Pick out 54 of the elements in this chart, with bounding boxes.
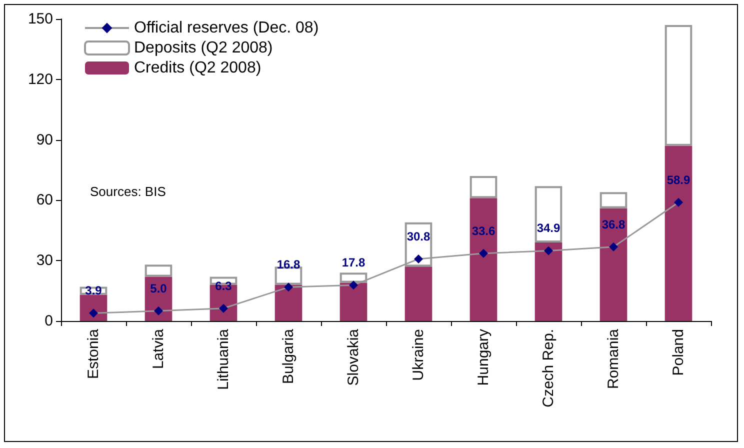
y-tick-label: 0 xyxy=(44,312,53,330)
x-tick-label: Lithuania xyxy=(215,328,232,390)
bar xyxy=(340,272,368,283)
point xyxy=(674,198,683,207)
y-tick-label: 120 xyxy=(28,70,53,88)
bar xyxy=(534,186,562,242)
data-label: 16.8 xyxy=(276,258,300,272)
x-tick-label: Czech Rep. xyxy=(540,329,557,408)
bar xyxy=(470,176,498,198)
point xyxy=(544,246,553,256)
bar xyxy=(600,192,628,208)
x-tick-label: Romania xyxy=(605,328,622,390)
bar xyxy=(404,266,432,321)
bar xyxy=(80,294,108,321)
point xyxy=(609,242,618,252)
bar xyxy=(144,264,172,277)
data-label: 30.8 xyxy=(406,229,430,244)
bar xyxy=(274,284,302,321)
bar xyxy=(340,282,368,321)
data-label: 17.8 xyxy=(342,256,366,270)
x-tick-label: Slovakia xyxy=(345,328,362,386)
bar xyxy=(664,146,692,321)
y-tick-label: 150 xyxy=(28,10,53,28)
bar xyxy=(534,242,562,321)
point xyxy=(154,306,163,316)
bar xyxy=(470,198,498,321)
y-tick-label: 30 xyxy=(36,252,53,270)
data-label: 5.0 xyxy=(150,281,168,296)
bar xyxy=(600,208,628,321)
legend-label: Credits (Q2 2008) xyxy=(134,60,262,76)
x-tick-label: Bulgaria xyxy=(280,328,297,384)
y-tick-label: 90 xyxy=(36,131,53,148)
data-label: 36.8 xyxy=(602,217,626,232)
x-tick-label: Ukraine xyxy=(410,329,427,381)
point xyxy=(284,282,293,292)
data-label: 58.9 xyxy=(666,172,690,187)
bar xyxy=(144,276,172,321)
point xyxy=(479,248,488,258)
y-tick-label: 60 xyxy=(36,192,53,209)
point xyxy=(414,254,423,264)
point xyxy=(349,280,358,290)
x-tick-label: Estonia xyxy=(85,328,102,380)
data-label: 3.9 xyxy=(85,284,102,298)
legend-label: Deposits (Q2 2008) xyxy=(134,40,273,56)
legend-label: Official reserves (Dec. 08) xyxy=(134,20,319,36)
bar xyxy=(664,25,692,146)
x-tick-label: Poland xyxy=(670,329,687,376)
x-tick-label: Latvia xyxy=(150,328,167,370)
data-label: 33.6 xyxy=(472,224,496,238)
x-tick-label: Hungary xyxy=(475,328,492,386)
data-label: 34.9 xyxy=(536,221,560,236)
annotation: Sources: BIS xyxy=(90,184,166,199)
point xyxy=(89,308,98,318)
point xyxy=(219,304,228,313)
